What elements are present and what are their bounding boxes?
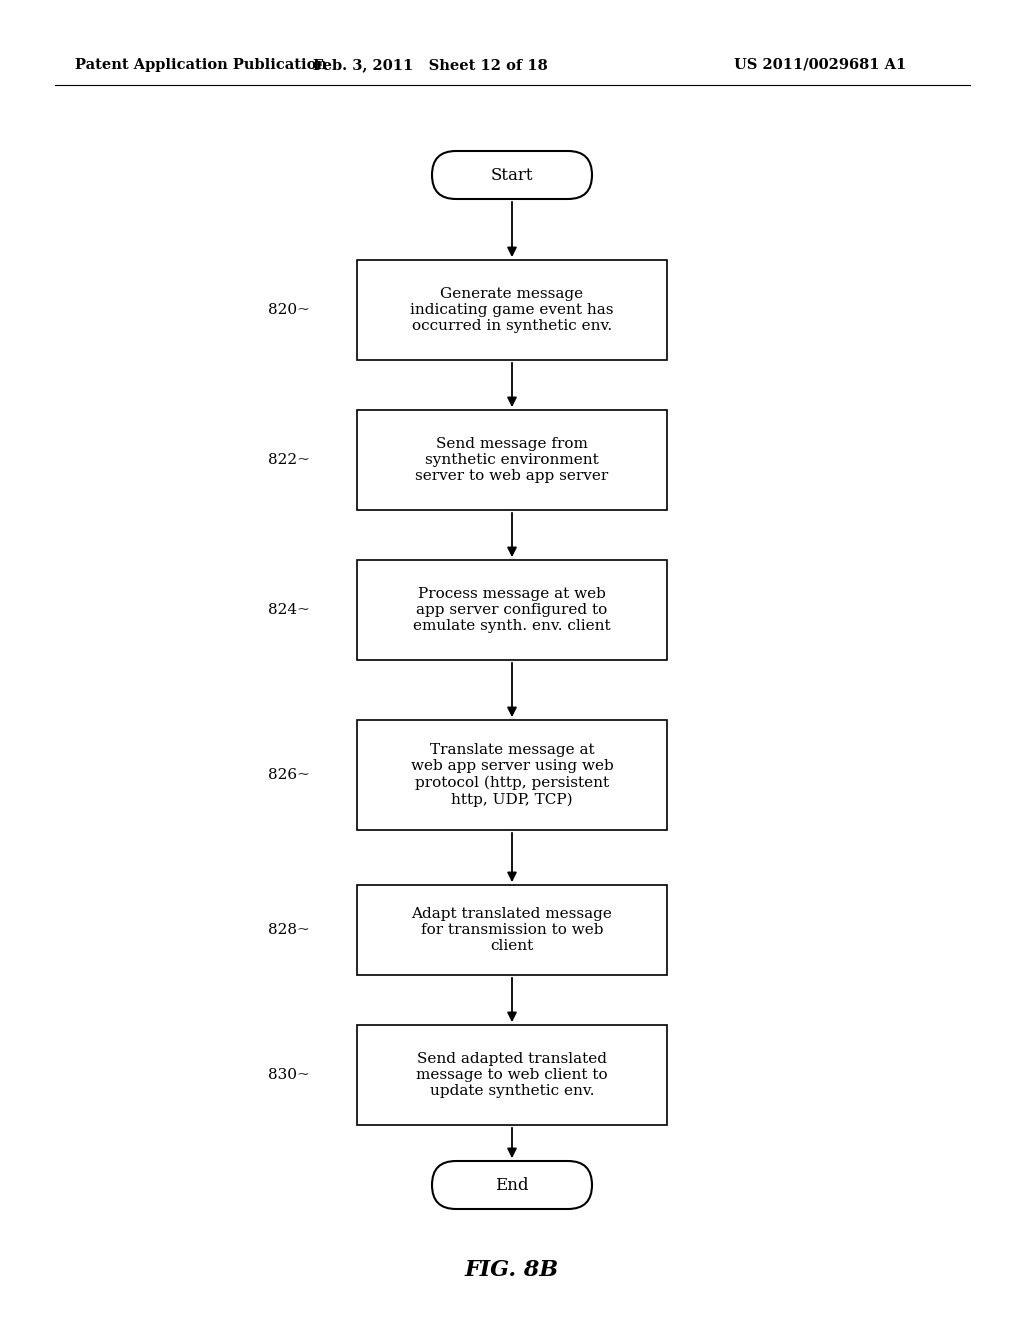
Text: Start: Start: [490, 166, 534, 183]
Text: 822~: 822~: [268, 453, 310, 467]
Text: FIG. 8B: FIG. 8B: [465, 1259, 559, 1280]
Bar: [357, 1026, 667, 1125]
Text: Send adapted translated
message to web client to
update synthetic env.: Send adapted translated message to web c…: [416, 1052, 608, 1098]
Text: 824~: 824~: [268, 603, 310, 616]
Text: Generate message
indicating game event has
occurred in synthetic env.: Generate message indicating game event h…: [411, 286, 613, 333]
Bar: [357, 560, 667, 660]
Text: Translate message at
web app server using web
protocol (http, persistent
http, U: Translate message at web app server usin…: [411, 743, 613, 807]
Text: Patent Application Publication: Patent Application Publication: [75, 58, 327, 73]
FancyBboxPatch shape: [432, 150, 592, 199]
Text: 826~: 826~: [268, 768, 310, 781]
Bar: [357, 411, 667, 510]
Text: 828~: 828~: [268, 923, 310, 937]
Text: Adapt translated message
for transmission to web
client: Adapt translated message for transmissio…: [412, 907, 612, 953]
Bar: [357, 260, 667, 360]
Text: Process message at web
app server configured to
emulate synth. env. client: Process message at web app server config…: [414, 587, 610, 634]
Text: Feb. 3, 2011   Sheet 12 of 18: Feb. 3, 2011 Sheet 12 of 18: [312, 58, 548, 73]
Text: Send message from
synthetic environment
server to web app server: Send message from synthetic environment …: [416, 437, 608, 483]
Text: End: End: [496, 1176, 528, 1193]
Text: 820~: 820~: [268, 304, 310, 317]
FancyBboxPatch shape: [432, 1162, 592, 1209]
Text: US 2011/0029681 A1: US 2011/0029681 A1: [734, 58, 906, 73]
Text: 830~: 830~: [268, 1068, 310, 1082]
Bar: [357, 884, 667, 975]
Bar: [357, 719, 667, 830]
